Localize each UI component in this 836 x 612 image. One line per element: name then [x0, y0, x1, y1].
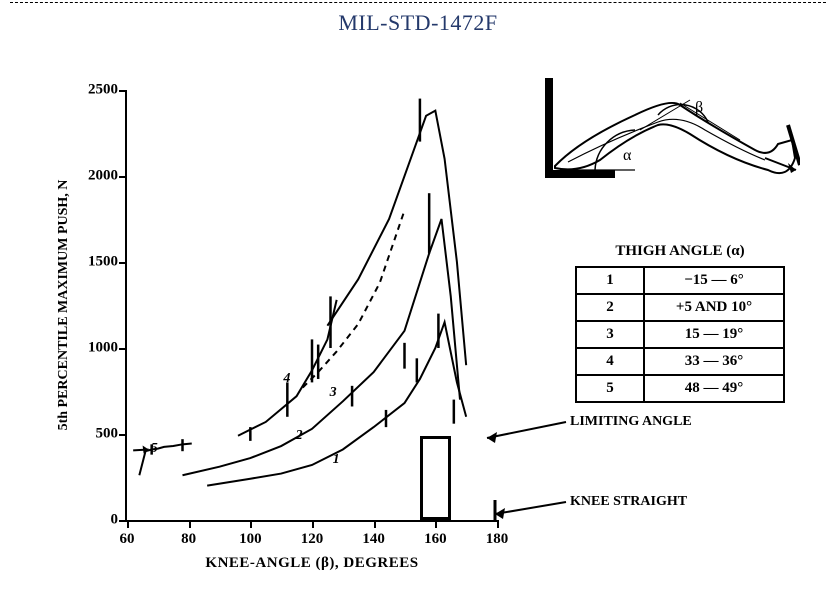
x-tick-label: 140 [362, 531, 385, 548]
x-tick [312, 520, 314, 528]
alpha-label: α [623, 147, 632, 164]
table-title: THIGH ANGLE (α) [540, 243, 820, 260]
table-row: 315 — 19° [576, 321, 784, 348]
x-tick [435, 520, 437, 528]
series-index-label: 3 [330, 385, 337, 401]
x-tick [189, 520, 191, 528]
y-tick [119, 520, 127, 522]
top-dashed-rule [10, 2, 826, 3]
y-tick [119, 348, 127, 350]
table-cell: 48 — 49° [644, 375, 784, 402]
knee-straight-callout: KNEE STRAIGHT [570, 494, 687, 510]
y-tick-label: 1500 [72, 254, 118, 271]
limiting-angle-box [420, 436, 451, 520]
x-tick [250, 520, 252, 528]
right-column: α β THIGH ANGLE (α) 1−15 — 6°2+5 AND 10°… [540, 70, 820, 403]
x-tick-label: 60 [120, 531, 135, 548]
x-tick [127, 520, 129, 528]
x-tick-label: 80 [181, 531, 196, 548]
table-cell: 3 [576, 321, 644, 348]
limiting-angle-callout: LIMITING ANGLE [570, 414, 692, 430]
table-cell: 15 — 19° [644, 321, 784, 348]
doc-title: MIL-STD-1472F [0, 10, 836, 36]
x-tick [497, 520, 499, 528]
thigh-angle-table: 1−15 — 6°2+5 AND 10°315 — 19°433 — 36°54… [575, 266, 785, 403]
table-cell: −15 — 6° [644, 267, 784, 294]
series-line [183, 219, 461, 475]
table-row: 1−15 — 6° [576, 267, 784, 294]
y-tick-label: 2000 [72, 168, 118, 185]
plot-frame: 5th PERCENTILE MAXIMUM PUSH, N KNEE-ANGL… [125, 90, 497, 522]
table-row: 548 — 49° [576, 375, 784, 402]
x-tick [374, 520, 376, 528]
table-row: 433 — 36° [576, 348, 784, 375]
table-cell: 4 [576, 348, 644, 375]
x-tick-label: 120 [301, 531, 324, 548]
table-cell: 1 [576, 267, 644, 294]
y-tick-label: 0 [72, 512, 118, 529]
table-cell: 33 — 36° [644, 348, 784, 375]
table-cell: 2 [576, 294, 644, 321]
x-axis-label: KNEE-ANGLE (β), DEGREES [205, 555, 418, 572]
series-index-label: 5 [151, 441, 158, 457]
series-index-label: 1 [333, 452, 340, 468]
table-cell: +5 AND 10° [644, 294, 784, 321]
x-tick-label: 100 [239, 531, 262, 548]
y-tick-label: 500 [72, 426, 118, 443]
table-body: 1−15 — 6°2+5 AND 10°315 — 19°433 — 36°54… [576, 267, 784, 402]
y-tick [119, 176, 127, 178]
beta-label: β [695, 99, 703, 116]
y-tick [119, 434, 127, 436]
chart-region: 5th PERCENTILE MAXIMUM PUSH, N KNEE-ANGL… [55, 80, 545, 580]
y-tick [119, 90, 127, 92]
table-cell: 5 [576, 375, 644, 402]
series-line [139, 443, 191, 475]
y-tick-label: 2500 [72, 82, 118, 99]
table-row: 2+5 AND 10° [576, 294, 784, 321]
leg-diagram: α β [540, 70, 800, 220]
page-root: MIL-STD-1472F 5th PERCENTILE MAXIMUM PUS… [0, 0, 836, 612]
series-index-label: 2 [296, 428, 303, 444]
y-axis-label: 5th PERCENTILE MAXIMUM PUSH, N [56, 180, 72, 431]
series-index-label: 4 [283, 371, 290, 387]
y-tick [119, 262, 127, 264]
y-tick-label: 1000 [72, 340, 118, 357]
x-tick-label: 180 [486, 531, 509, 548]
x-tick-label: 160 [424, 531, 447, 548]
